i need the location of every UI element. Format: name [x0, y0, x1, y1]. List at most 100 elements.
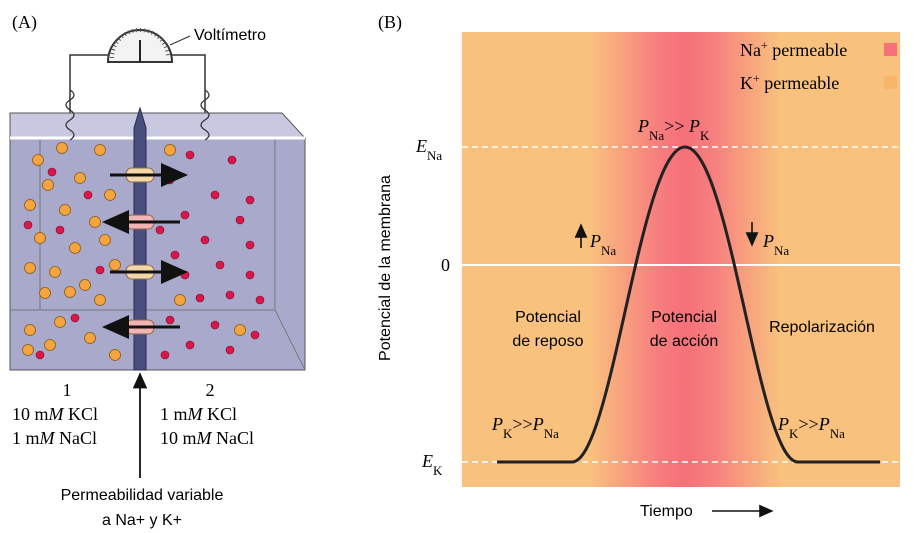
panel-label: (B): [378, 12, 402, 33]
na-ion: [210, 190, 220, 200]
compartment-number: 1: [63, 380, 72, 400]
k-ion: [84, 332, 96, 344]
text-part: E: [421, 451, 433, 471]
k-ion: [94, 144, 106, 156]
k-ion: [32, 154, 44, 166]
k-ion: [22, 344, 34, 356]
text-part: E: [415, 136, 427, 156]
tank-top: [9, 112, 307, 139]
na-ion: [160, 350, 170, 360]
legend-swatch: [884, 43, 897, 56]
text-part: Na: [649, 128, 664, 143]
text-part: permeable: [768, 40, 847, 60]
text-part: M: [196, 428, 213, 448]
text-part: 1 m: [12, 428, 40, 448]
na-ion: [255, 295, 265, 305]
text-part: Na: [830, 426, 845, 441]
text-part: P: [637, 116, 649, 136]
na-ion: [200, 235, 210, 245]
text-part: permeable: [760, 73, 839, 93]
voltmeter-scale: [110, 28, 170, 59]
text-part: 10 m: [12, 404, 49, 424]
k-ion: [24, 199, 36, 211]
legend-entry: K+ permeable: [740, 71, 839, 93]
compartment-number: 2: [206, 380, 215, 400]
text-part: Na: [544, 426, 559, 441]
k-ion: [94, 294, 106, 306]
text-part: KCl: [64, 404, 99, 424]
text-part: M: [187, 404, 204, 424]
na-ion: [47, 167, 57, 177]
na-ion: [227, 155, 237, 165]
phase-label: Repolarización: [769, 319, 875, 336]
text-part: K: [503, 426, 513, 441]
text-part: 10 m: [160, 428, 197, 448]
level-label: 0: [441, 255, 450, 275]
text-part: M: [48, 404, 65, 424]
na-ion: [23, 220, 33, 230]
rise-label: PNa: [589, 231, 616, 258]
leader: [169, 35, 191, 46]
na-ion: [245, 195, 255, 205]
text-part: P: [688, 116, 700, 136]
k-ion: [234, 324, 246, 336]
text-part: >>: [664, 116, 689, 136]
voltmeter-label: Voltímetro: [194, 27, 266, 44]
k-ion: [89, 216, 101, 228]
k-ion: [79, 279, 91, 291]
k-ion: [109, 349, 121, 361]
caption: a Na+ y K+: [102, 512, 182, 529]
na-ion: [165, 175, 175, 185]
na-ion: [185, 340, 195, 350]
na-ion: [70, 313, 80, 323]
electrodes: [65, 89, 210, 141]
k-ion: [24, 324, 36, 336]
text-part: K: [433, 463, 443, 478]
text-part: NaCl: [55, 428, 98, 448]
phase-label: de acción: [650, 333, 719, 350]
concentration: 1 mM KCl: [160, 404, 237, 424]
text-part: M: [39, 428, 56, 448]
k-ion: [39, 287, 51, 299]
legend-entry: Na+ permeable: [740, 38, 847, 60]
y-axis-label: Potencial de la membrana: [377, 175, 394, 361]
phase-label: de reposo: [512, 333, 583, 350]
text-part: P: [491, 414, 503, 434]
na-ion: [83, 190, 93, 200]
channels: [102, 163, 188, 339]
k-ion: [56, 142, 68, 154]
na-ion: [55, 225, 65, 235]
na-ion: [225, 345, 235, 355]
legend-swatch: [884, 76, 897, 89]
concentration: 10 mM NaCl: [160, 428, 254, 448]
text-part: NaCl: [212, 428, 255, 448]
k-ion: [104, 189, 116, 201]
k-ion: [174, 294, 186, 306]
text-part: P: [762, 231, 774, 251]
na-ion: [95, 265, 105, 275]
text-part: P: [818, 414, 830, 434]
k-ion: [44, 339, 56, 351]
text-part: Na: [740, 40, 761, 60]
text-part: K: [740, 73, 753, 93]
text-part: +: [753, 71, 760, 85]
panel-b: (B) Potencial de la membrana ENa 0 EK Na…: [377, 12, 900, 520]
text-part: Na: [427, 148, 442, 163]
na-ion: [245, 270, 255, 280]
rest-label: PK>>PNa: [491, 414, 559, 441]
text-part: K: [700, 128, 710, 143]
text-part: K: [789, 426, 799, 441]
k-ion: [164, 144, 176, 156]
panel-a: (A) Voltímetro 1 2 10 mM KCl 1 mM NaCl 1…: [9, 12, 307, 529]
na-ion: [185, 150, 195, 160]
text-part: Na: [774, 243, 789, 258]
k-ion: [24, 262, 36, 274]
k-ion: [74, 172, 86, 184]
text-part: P: [777, 414, 789, 434]
tank-edges: [10, 138, 306, 371]
na-ion: [245, 240, 255, 250]
wires: [69, 54, 206, 130]
text-part: KCl: [203, 404, 238, 424]
k-ion: [99, 234, 111, 246]
